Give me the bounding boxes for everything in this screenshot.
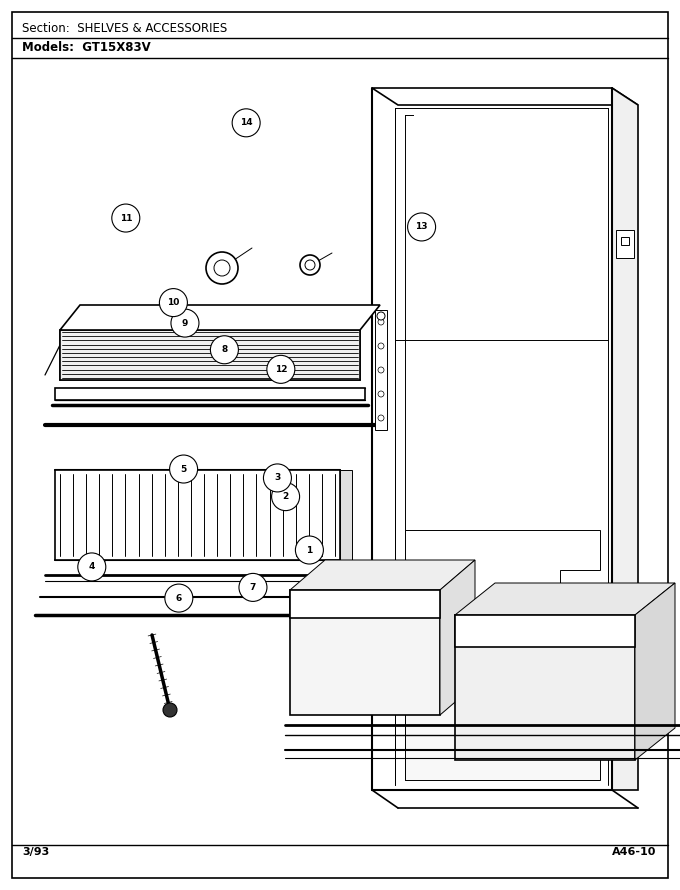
Text: 2: 2 <box>282 492 289 501</box>
Circle shape <box>378 319 384 325</box>
Circle shape <box>232 109 260 137</box>
Circle shape <box>210 336 239 364</box>
Bar <box>55 388 365 400</box>
Bar <box>60 330 360 380</box>
Text: 7: 7 <box>250 583 256 592</box>
Circle shape <box>378 415 384 421</box>
Circle shape <box>263 464 292 492</box>
Circle shape <box>267 355 295 384</box>
Bar <box>616 730 634 758</box>
Bar <box>340 470 352 560</box>
Circle shape <box>165 584 193 612</box>
Text: 3: 3 <box>274 473 281 482</box>
Polygon shape <box>635 583 675 760</box>
Text: 10: 10 <box>167 298 180 307</box>
Text: 4: 4 <box>88 562 95 571</box>
Text: 13: 13 <box>415 222 428 231</box>
Circle shape <box>378 367 384 373</box>
Circle shape <box>214 260 230 276</box>
Bar <box>55 470 340 560</box>
Circle shape <box>300 255 320 275</box>
Bar <box>455 615 635 647</box>
Circle shape <box>271 482 300 511</box>
Bar <box>455 615 635 760</box>
Bar <box>621 237 629 245</box>
Circle shape <box>305 260 315 270</box>
Polygon shape <box>405 530 600 620</box>
Bar <box>616 230 634 258</box>
Circle shape <box>112 204 140 232</box>
Circle shape <box>239 573 267 602</box>
Bar <box>375 310 387 430</box>
Text: 6: 6 <box>175 594 182 603</box>
Text: 11: 11 <box>120 214 132 222</box>
Text: 9: 9 <box>182 319 188 328</box>
Text: 12: 12 <box>275 365 287 374</box>
Circle shape <box>377 312 385 320</box>
Circle shape <box>378 343 384 349</box>
Bar <box>290 590 440 715</box>
Circle shape <box>206 252 238 284</box>
Text: Section:  SHELVES & ACCESSORIES: Section: SHELVES & ACCESSORIES <box>22 22 227 35</box>
Polygon shape <box>290 560 475 590</box>
Text: 1: 1 <box>306 546 313 554</box>
Circle shape <box>78 553 106 581</box>
Text: 3/93: 3/93 <box>22 847 49 857</box>
Text: A46-10: A46-10 <box>611 847 656 857</box>
Polygon shape <box>440 560 475 715</box>
Text: 8: 8 <box>221 345 228 354</box>
Circle shape <box>169 455 198 483</box>
Polygon shape <box>612 88 638 790</box>
Circle shape <box>159 288 188 317</box>
Polygon shape <box>405 650 600 780</box>
Circle shape <box>171 309 199 337</box>
Circle shape <box>163 703 177 717</box>
Circle shape <box>407 213 436 241</box>
Polygon shape <box>455 583 675 615</box>
Bar <box>290 590 440 618</box>
Text: Models:  GT15X83V: Models: GT15X83V <box>22 41 151 54</box>
Circle shape <box>378 391 384 397</box>
Text: 14: 14 <box>240 118 252 127</box>
Circle shape <box>295 536 324 564</box>
Polygon shape <box>372 88 638 105</box>
Polygon shape <box>60 305 380 330</box>
Text: 5: 5 <box>180 465 187 473</box>
